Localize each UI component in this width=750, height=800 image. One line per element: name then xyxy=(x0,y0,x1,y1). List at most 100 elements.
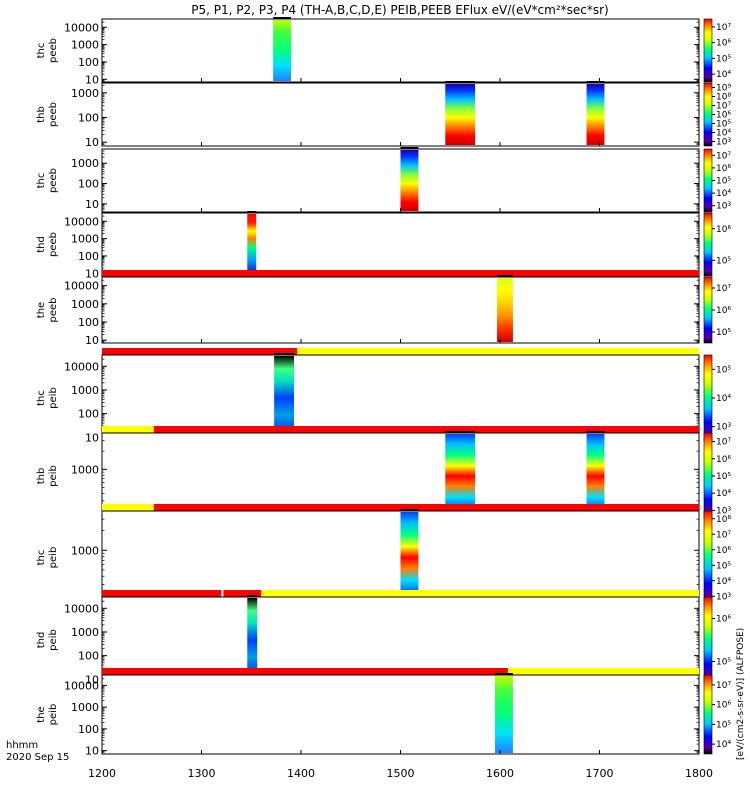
colorbar xyxy=(703,674,713,755)
y-axis-label: thd xyxy=(36,236,47,253)
colorbar-tick-label: 10⁵ xyxy=(716,177,731,187)
flag-bar-segment xyxy=(102,348,298,355)
flag-bar-segment xyxy=(102,668,508,675)
colorbar-tick-label: 10⁵ xyxy=(716,365,731,375)
colorbar-tick-label: 10⁶ xyxy=(716,615,731,625)
colorbar-tick-label: 10⁴ xyxy=(716,489,731,499)
colorbar-tick-label: 10⁸ xyxy=(716,93,731,103)
interval-marker xyxy=(586,431,605,433)
colorbar-tick-label: 10⁶ xyxy=(716,164,731,174)
colorbar-tick-label: 10³ xyxy=(716,592,731,602)
y-tick-label: 1000 xyxy=(71,626,99,639)
flag-bar-segment xyxy=(102,504,154,511)
colorbar-tick-label: 10³ xyxy=(716,423,731,433)
flag-bar-segment xyxy=(507,668,699,675)
interval-marker xyxy=(400,147,419,149)
y-axis-label: thc xyxy=(36,390,47,406)
interval-marker xyxy=(586,81,605,83)
interval-marker xyxy=(274,353,295,355)
y-axis-label: thd xyxy=(36,632,47,649)
y-axis-label: peeb xyxy=(48,168,59,193)
flag-bar-segment xyxy=(102,426,154,433)
x-tick-label: 1500 xyxy=(387,767,415,780)
colorbar-tick-label: 10⁵ xyxy=(716,54,731,64)
panel-frame xyxy=(101,276,700,344)
y-axis-label: peeb xyxy=(48,298,59,323)
y-axis-label: thb xyxy=(36,106,47,123)
y-axis-label: peib xyxy=(48,387,59,409)
spectrogram-interval xyxy=(400,512,419,603)
y-axis-label: peib xyxy=(48,704,59,726)
y-tick-label: 100 xyxy=(78,111,99,124)
y-tick-label: 100 xyxy=(78,408,99,421)
y-axis-label: the xyxy=(36,302,47,318)
y-tick-label: 100 xyxy=(78,316,99,329)
panel-frame xyxy=(101,18,700,83)
colorbar-tick-label: 10⁶ xyxy=(716,39,731,49)
panel-thc-peib: 1000 thc peib 10³ 10⁴ 10⁵ 10⁶ 10⁷ 10⁸ xyxy=(36,504,731,605)
colorbar-tick-label: 10⁵ xyxy=(716,328,731,338)
date-label: 2020 Sep 15 xyxy=(6,752,69,763)
colorbar-tick-label: 10⁵ xyxy=(716,472,731,482)
y-tick-label: 10000 xyxy=(64,21,99,34)
interval-marker xyxy=(497,275,513,277)
spectrogram-interval xyxy=(274,356,295,440)
colorbar-tick-label: 10⁵ xyxy=(716,658,731,668)
colorbar-tick-label: 10⁹ xyxy=(716,84,731,94)
y-tick-label: 10000 xyxy=(64,280,99,293)
y-tick-label: 10000 xyxy=(64,215,99,228)
x-tick-label: 1400 xyxy=(287,767,315,780)
y-axis-label: thc xyxy=(36,43,47,59)
panel-frame xyxy=(101,212,700,277)
panel-thc-peeb: 10 100 1000 10000 thc peeb 10⁴ 10⁵ 10⁶ 10⁷ xyxy=(36,17,731,86)
flag-bar-segment xyxy=(153,426,700,433)
flag-bar-segment xyxy=(261,590,699,597)
colorbar-tick-label: 10⁶ xyxy=(716,546,731,556)
y-tick-label: 10 xyxy=(85,673,99,686)
colorbar-tick-label: 10⁶ xyxy=(716,306,731,316)
colorbar-tick-label: 10⁷ xyxy=(716,23,731,33)
colorbar-tick-label: 10⁵ xyxy=(716,561,731,571)
colorbar xyxy=(703,354,713,442)
colorbar-tick-label: 10³ xyxy=(716,138,731,148)
y-axis-label: peib xyxy=(48,629,59,651)
colorbar-tick-label: 10³ xyxy=(716,506,731,516)
spectrogram-interval xyxy=(400,150,419,211)
spectrogram-interval xyxy=(495,676,513,753)
y-tick-label: 1000 xyxy=(71,298,99,311)
colorbar-tick-label: 10⁴ xyxy=(716,70,731,80)
colorbar-tick-label: 10⁴ xyxy=(716,577,731,587)
y-tick-label: 100 xyxy=(78,723,99,736)
spectrogram-interval xyxy=(586,434,605,518)
y-axis-label: thc xyxy=(36,173,47,189)
interval-marker xyxy=(445,81,476,83)
y-tick-label: 100 xyxy=(78,250,99,263)
spectrogram-interval xyxy=(497,278,513,342)
colorbar-tick-label: 10⁵ xyxy=(716,256,731,266)
colorbar-tick-label: 10⁶ xyxy=(716,455,731,465)
panel-thd-peeb: 10 100 1000 10000 thd peeb 10⁵ 10⁶ xyxy=(36,211,731,280)
time-axis-label: hhmm xyxy=(6,740,38,751)
y-axis-label: peeb xyxy=(48,232,59,257)
colorbar-tick-label: 10⁷ xyxy=(716,530,731,540)
colorbar-tick-label: 10⁷ xyxy=(716,681,731,691)
y-tick-label: 1000 xyxy=(71,157,99,170)
y-tick-label: 10000 xyxy=(64,602,99,615)
y-axis-label: thb xyxy=(36,468,47,485)
x-tick-label: 1300 xyxy=(188,767,216,780)
y-tick-label: 10 xyxy=(85,136,99,149)
interval-marker xyxy=(445,431,476,433)
interval-marker xyxy=(400,509,419,511)
y-tick-label: 10 xyxy=(85,334,99,347)
flag-bar-segment xyxy=(297,348,699,355)
y-tick-label: 1000 xyxy=(71,39,99,52)
interval-marker xyxy=(495,673,513,675)
panel-the-peeb: 10 100 1000 10000 the peeb 10⁵ 10⁶ 10⁷ xyxy=(36,270,731,347)
flag-bar-segment xyxy=(223,590,262,597)
y-tick-label: 100 xyxy=(78,650,99,663)
y-tick-label: 1000 xyxy=(71,544,99,557)
colorbar xyxy=(703,212,713,277)
y-tick-label: 10 xyxy=(85,267,99,280)
colorbar-tick-label: 10⁴ xyxy=(716,394,731,404)
